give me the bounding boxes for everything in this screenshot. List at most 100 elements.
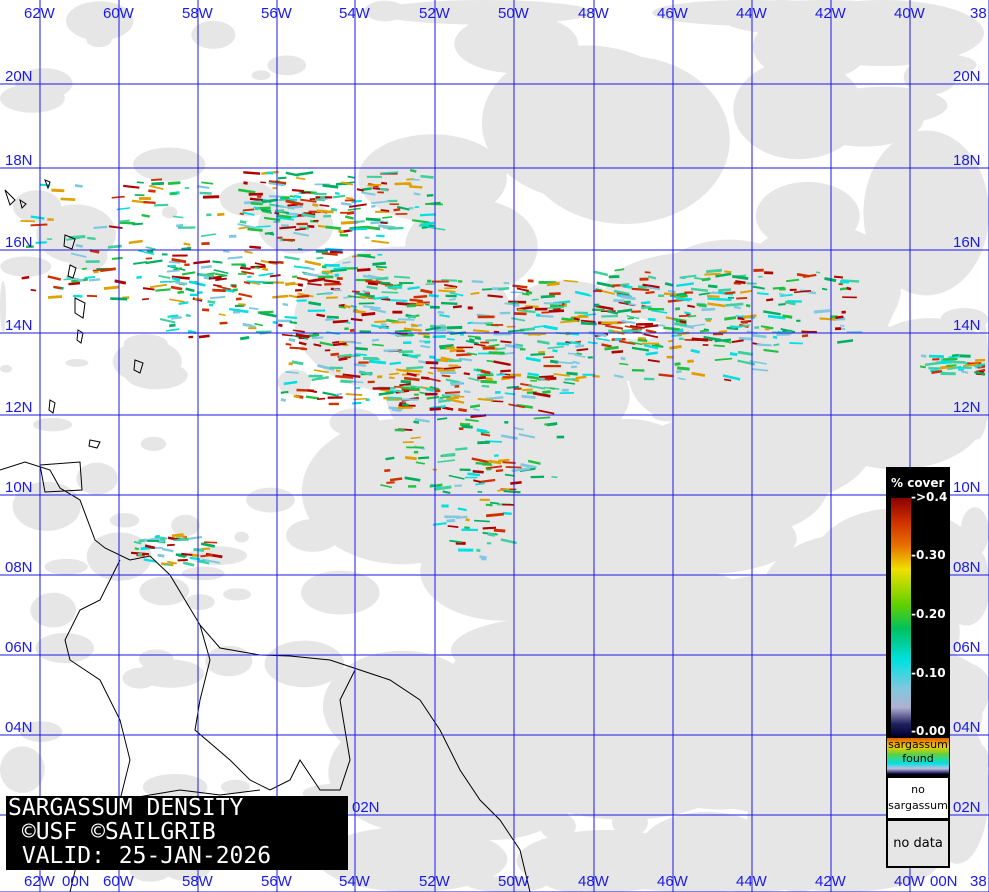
sargassum-patch — [380, 209, 390, 212]
color-ramp — [891, 498, 911, 736]
sargassum-patch — [705, 268, 723, 274]
sargassum-patch — [489, 501, 499, 505]
sargassum-patch — [352, 401, 362, 405]
sargassum-patch — [833, 275, 844, 279]
sargassum-patch — [420, 221, 435, 226]
sargassum-patch — [480, 433, 491, 437]
sargassum-patch — [133, 261, 148, 265]
sargassum-patch — [476, 372, 494, 376]
sargassum-patch — [68, 281, 81, 286]
sargassum-patch — [436, 417, 448, 421]
sargassum-patch — [359, 295, 371, 299]
sargassum-patch — [502, 511, 512, 516]
sargassum-patch — [527, 459, 541, 465]
sargassum-patch — [646, 286, 661, 291]
sargassum-patch — [358, 370, 372, 376]
sargassum-patch — [766, 298, 774, 302]
sargassum-patch — [772, 335, 778, 339]
sargassum-patch — [637, 285, 647, 290]
sargassum-patch — [149, 283, 168, 289]
sargassum-patch — [442, 406, 454, 411]
cloud-patch — [376, 0, 593, 25]
sargassum-patch — [291, 215, 298, 219]
sargassum-patch — [243, 171, 261, 175]
sargassum-patch — [253, 206, 261, 210]
sargassum-patch — [413, 420, 420, 424]
sargassum-patch — [626, 314, 640, 320]
sargassum-patch — [332, 319, 349, 324]
lat-label-right: 04N — [953, 719, 981, 736]
sargassum-patch — [159, 317, 176, 324]
sargassum-patch — [645, 329, 657, 334]
legend-tick: -0.20 — [911, 607, 946, 621]
sargassum-patch — [93, 225, 108, 230]
sargassum-patch — [291, 188, 305, 193]
sargassum-patch — [249, 197, 263, 202]
sargassum-patch — [724, 270, 732, 274]
sargassum-patch — [263, 216, 281, 222]
cloud-patch — [805, 89, 924, 147]
sargassum-patch — [645, 351, 659, 356]
sargassum-patch — [767, 314, 786, 320]
sargassum-patch — [439, 395, 451, 399]
sargassum-patch — [232, 288, 238, 292]
sargassum-patch — [707, 302, 726, 308]
sargassum-patch — [277, 176, 287, 180]
sargassum-patch — [517, 308, 524, 311]
sargassum-patch — [367, 281, 379, 286]
sargassum-patch — [516, 287, 529, 292]
sargassum-patch — [480, 369, 491, 375]
sargassum-patch — [824, 277, 837, 283]
lon-label-bottom: 48W — [578, 873, 609, 890]
sargassum-patch — [70, 252, 87, 258]
sargassum-patch — [293, 194, 302, 199]
lon-label-bottom: 44W — [736, 873, 767, 890]
sargassum-patch — [272, 294, 289, 299]
sargassum-patch — [254, 262, 266, 267]
sargassum-patch — [962, 363, 979, 368]
sargassum-patch — [285, 281, 296, 287]
sargassum-patch — [365, 225, 381, 231]
cloud-patch — [652, 409, 685, 422]
sargassum-patch — [528, 333, 546, 336]
sargassum-patch — [362, 274, 376, 280]
sargassum-patch — [396, 368, 407, 373]
sargassum-patch — [500, 434, 518, 440]
lon-label-bottom: 38 — [970, 873, 987, 890]
sargassum-patch — [168, 279, 180, 283]
sargassum-patch — [380, 484, 393, 489]
sargassum-patch — [543, 324, 558, 331]
sargassum-patch — [243, 281, 251, 285]
sargassum-patch — [474, 519, 490, 523]
sargassum-patch — [21, 275, 30, 280]
lat-label-right: 00N — [930, 873, 958, 890]
sargassum-patch — [669, 344, 682, 350]
sargassum-patch — [738, 336, 753, 341]
sargassum-patch — [332, 341, 340, 344]
sargassum-patch — [676, 369, 682, 374]
sargassum-patch — [178, 301, 189, 306]
lon-label-top: 50W — [498, 5, 529, 22]
valid-date-line: VALID: 25-JAN-2026 — [8, 843, 272, 869]
sargassum-patch — [307, 277, 326, 283]
sargassum-patch — [506, 385, 520, 389]
sargassum-patch — [308, 301, 322, 307]
sargassum-patch — [251, 282, 261, 286]
sargassum-patch — [107, 244, 122, 249]
sargassum-patch — [385, 284, 402, 287]
sargassum-patch — [261, 198, 279, 204]
sargassum-patch — [340, 202, 352, 207]
cloud-patch — [251, 70, 271, 81]
sargassum-patch — [345, 393, 363, 397]
sargassum-patch — [338, 353, 352, 358]
sargassum-patch — [355, 347, 368, 351]
sargassum-patch — [293, 394, 300, 399]
lat-label-right: 12N — [953, 399, 981, 416]
sargassum-patch — [170, 315, 182, 320]
sargassum-patch — [242, 211, 255, 216]
cloud-patch — [220, 779, 250, 794]
sargassum-patch — [89, 248, 100, 254]
sargassum-patch — [151, 181, 165, 186]
sargassum-patch — [547, 345, 564, 350]
